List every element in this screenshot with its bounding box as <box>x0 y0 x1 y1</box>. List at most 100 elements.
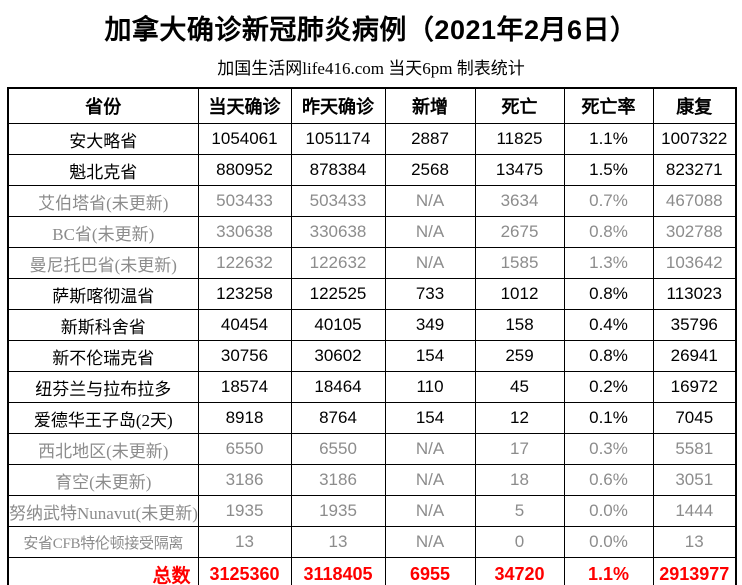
new-cases-cell: 154 <box>384 402 476 434</box>
new-cases-cell: N/A <box>384 247 476 279</box>
yesterday-confirmed-cell: 30602 <box>290 340 386 372</box>
new-cases-cell: 733 <box>384 278 476 310</box>
today-confirmed-cell: 3186 <box>197 464 292 496</box>
new-cases-cell: 154 <box>384 340 476 372</box>
table-body: 安大略省 1054061 1051174 2887 11825 1.1% 100… <box>7 123 737 558</box>
deaths-cell: 158 <box>474 309 565 341</box>
col-header-province: 省份 <box>7 87 199 124</box>
deaths-cell: 17 <box>474 433 565 465</box>
recovered-cell: 26941 <box>652 340 737 372</box>
yesterday-confirmed-cell: 503433 <box>290 185 386 217</box>
deaths-cell: 5 <box>474 495 565 527</box>
table-row: 西北地区(未更新) 6550 6550 N/A 17 0.3% 5581 <box>7 433 737 465</box>
province-cell: 曼尼托巴省(未更新) <box>7 247 199 279</box>
death-rate-cell: 0.8% <box>563 340 654 372</box>
table-row: 魁北克省 880952 878384 2568 13475 1.5% 82327… <box>7 154 737 186</box>
table-row: 新斯科舍省 40454 40105 349 158 0.4% 35796 <box>7 309 737 341</box>
recovered-cell: 5581 <box>652 433 737 465</box>
deaths-cell: 13475 <box>474 154 565 186</box>
yesterday-confirmed-cell: 3186 <box>290 464 386 496</box>
table-row: 纽芬兰与拉布拉多 18574 18464 110 45 0.2% 16972 <box>7 371 737 403</box>
province-cell: 纽芬兰与拉布拉多 <box>7 371 199 403</box>
deaths-cell: 12 <box>474 402 565 434</box>
yesterday-confirmed-cell: 330638 <box>290 216 386 248</box>
today-confirmed-cell: 330638 <box>197 216 292 248</box>
deaths-cell: 18 <box>474 464 565 496</box>
recovered-cell: 103642 <box>652 247 737 279</box>
deaths-cell: 0 <box>474 526 565 558</box>
table-row: 新不伦瑞克省 30756 30602 154 259 0.8% 26941 <box>7 340 737 372</box>
new-cases-cell: N/A <box>384 433 476 465</box>
today-confirmed-cell: 30756 <box>197 340 292 372</box>
today-confirmed-cell: 123258 <box>197 278 292 310</box>
recovered-cell: 3051 <box>652 464 737 496</box>
col-header-today: 当天确诊 <box>197 87 292 124</box>
table-row: 爱德华王子岛(2天) 8918 8764 154 12 0.1% 7045 <box>7 402 737 434</box>
total-yesterday-cell: 3118405 <box>290 557 386 585</box>
total-recovered-cell: 2913977 <box>652 557 737 585</box>
new-cases-cell: N/A <box>384 495 476 527</box>
province-cell: 艾伯塔省(未更新) <box>7 185 199 217</box>
deaths-cell: 3634 <box>474 185 565 217</box>
death-rate-cell: 1.1% <box>563 123 654 155</box>
death-rate-cell: 0.1% <box>563 402 654 434</box>
new-cases-cell: 2887 <box>384 123 476 155</box>
table-row: 安大略省 1054061 1051174 2887 11825 1.1% 100… <box>7 123 737 155</box>
page-title: 加拿大确诊新冠肺炎病例（2021年2月6日） <box>104 15 638 45</box>
yesterday-confirmed-cell: 122632 <box>290 247 386 279</box>
province-cell: BC省(未更新) <box>7 216 199 248</box>
deaths-cell: 2675 <box>474 216 565 248</box>
today-confirmed-cell: 503433 <box>197 185 292 217</box>
table-row: 萨斯喀彻温省 123258 122525 733 1012 0.8% 11302… <box>7 278 737 310</box>
deaths-cell: 11825 <box>474 123 565 155</box>
col-header-yesterday: 昨天确诊 <box>290 87 386 124</box>
total-row: 总数 3125360 3118405 6955 34720 1.1% 29139… <box>7 557 737 585</box>
yesterday-confirmed-cell: 13 <box>290 526 386 558</box>
total-today-cell: 3125360 <box>197 557 292 585</box>
province-cell: 魁北克省 <box>7 154 199 186</box>
col-header-new: 新增 <box>384 87 476 124</box>
today-confirmed-cell: 880952 <box>197 154 292 186</box>
today-confirmed-cell: 8918 <box>197 402 292 434</box>
recovered-cell: 16972 <box>652 371 737 403</box>
table-row: BC省(未更新) 330638 330638 N/A 2675 0.8% 302… <box>7 216 737 248</box>
table-row: 安省CFB特伦顿接受隔离 13 13 N/A 0 0.0% 13 <box>7 526 737 558</box>
today-confirmed-cell: 1935 <box>197 495 292 527</box>
death-rate-cell: 0.6% <box>563 464 654 496</box>
death-rate-cell: 0.4% <box>563 309 654 341</box>
recovered-cell: 1444 <box>652 495 737 527</box>
table-row: 努纳武特Nunavut(未更新) 1935 1935 N/A 5 0.0% 14… <box>7 495 737 527</box>
col-header-recovered: 康复 <box>652 87 737 124</box>
new-cases-cell: N/A <box>384 185 476 217</box>
province-cell: 爱德华王子岛(2天) <box>7 402 199 434</box>
death-rate-cell: 0.0% <box>563 495 654 527</box>
yesterday-confirmed-cell: 18464 <box>290 371 386 403</box>
today-confirmed-cell: 122632 <box>197 247 292 279</box>
today-confirmed-cell: 13 <box>197 526 292 558</box>
today-confirmed-cell: 18574 <box>197 371 292 403</box>
province-cell: 育空(未更新) <box>7 464 199 496</box>
yesterday-confirmed-cell: 40105 <box>290 309 386 341</box>
death-rate-cell: 1.3% <box>563 247 654 279</box>
province-cell: 西北地区(未更新) <box>7 433 199 465</box>
recovered-cell: 467088 <box>652 185 737 217</box>
recovered-cell: 302788 <box>652 216 737 248</box>
table-row: 艾伯塔省(未更新) 503433 503433 N/A 3634 0.7% 46… <box>7 185 737 217</box>
yesterday-confirmed-cell: 878384 <box>290 154 386 186</box>
province-cell: 安大略省 <box>7 123 199 155</box>
new-cases-cell: N/A <box>384 216 476 248</box>
table-row: 育空(未更新) 3186 3186 N/A 18 0.6% 3051 <box>7 464 737 496</box>
death-rate-cell: 0.2% <box>563 371 654 403</box>
new-cases-cell: 349 <box>384 309 476 341</box>
death-rate-cell: 0.0% <box>563 526 654 558</box>
total-new-cell: 6955 <box>384 557 476 585</box>
yesterday-confirmed-cell: 6550 <box>290 433 386 465</box>
today-confirmed-cell: 6550 <box>197 433 292 465</box>
death-rate-cell: 0.8% <box>563 216 654 248</box>
province-cell: 努纳武特Nunavut(未更新) <box>7 495 199 527</box>
death-rate-cell: 0.3% <box>563 433 654 465</box>
col-header-death-rate: 死亡率 <box>563 87 654 124</box>
deaths-cell: 259 <box>474 340 565 372</box>
yesterday-confirmed-cell: 1935 <box>290 495 386 527</box>
